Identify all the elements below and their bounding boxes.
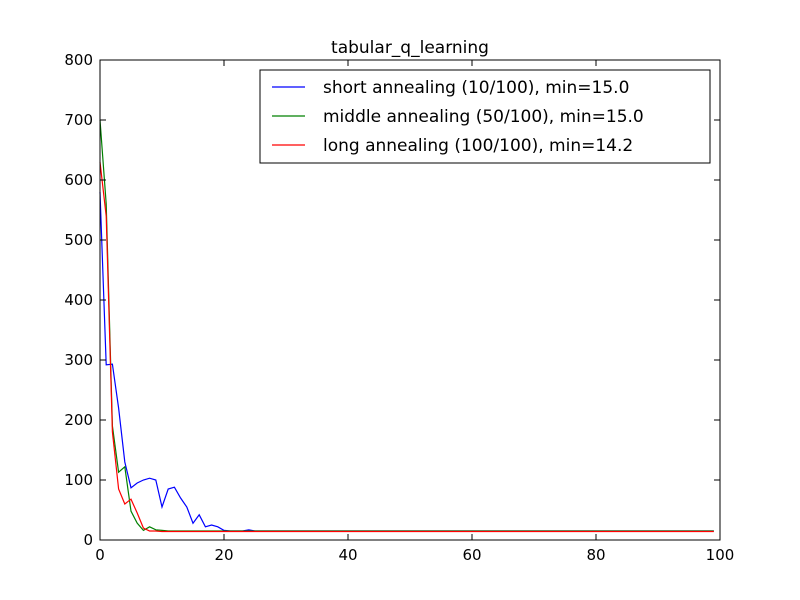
x-tick-label: 0 [95,546,105,564]
series-line-2 [99,119,714,532]
y-tick-label: 300 [64,351,93,369]
legend-label-2: middle annealing (50/100), min=15.0 [323,107,644,127]
y-tick-label: 500 [64,231,93,249]
x-tick-label: 60 [462,546,481,564]
chart-title: tabular_q_learning [331,38,489,58]
y-tick-label: 200 [64,411,93,429]
x-tick-label: 20 [214,546,233,564]
y-tick-label: 600 [64,171,93,189]
legend-label-1: short annealing (10/100), min=15.0 [323,78,629,98]
y-tick-label: 0 [83,531,93,549]
legend-box [259,69,711,164]
x-tick-label: 80 [586,546,605,564]
series-line-1 [99,191,714,532]
x-axis: 0 20 40 60 80 100 [95,60,734,564]
y-tick-label: 400 [64,291,93,309]
series-line-3 [99,161,714,533]
y-tick-label: 700 [64,111,93,129]
series-layer [99,119,714,533]
legend: short annealing (10/100), min=15.0 middle… [259,69,711,164]
y-tick-label: 100 [64,471,93,489]
y-tick-label: 800 [64,51,93,69]
legend-label-3: long annealing (100/100), min=14.2 [323,136,633,156]
y-axis: 0 100 200 300 400 500 600 700 800 [64,51,720,549]
x-tick-label: 40 [338,546,357,564]
x-tick-label: 100 [706,546,735,564]
